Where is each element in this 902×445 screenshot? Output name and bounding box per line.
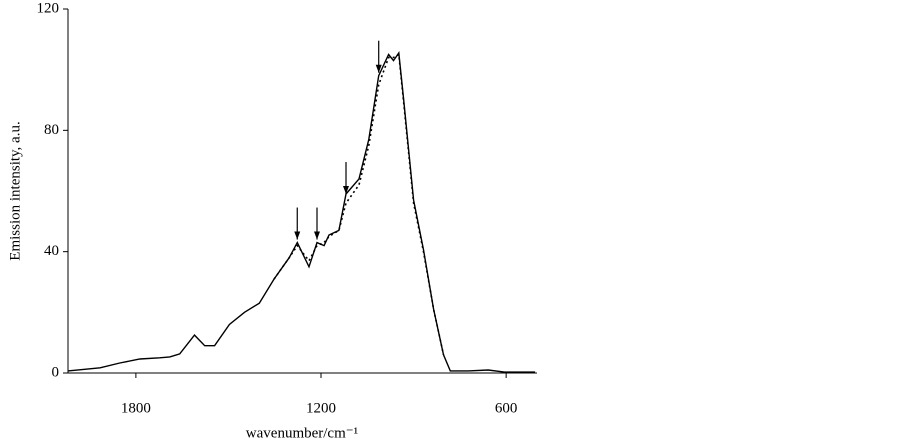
data-line [273, 53, 445, 355]
annotation-arrow [375, 40, 382, 73]
x-axis-label: wavenumber/cm⁻¹ [246, 425, 358, 441]
annotation-arrow [343, 162, 350, 195]
y-tick-label: 0 [52, 364, 60, 380]
y-tick-label: 40 [44, 243, 59, 259]
x-tick-label: 1800 [121, 400, 151, 416]
y-axis-label: Emission intensity, a.u. [7, 121, 23, 260]
y-tick-label: 120 [37, 0, 60, 16]
data-line [67, 51, 536, 373]
annotation-arrow [294, 207, 301, 240]
x-tick-label: 600 [495, 400, 518, 416]
y-tick-label: 80 [44, 122, 59, 138]
annotation-arrow [314, 207, 321, 240]
x-tick-label: 1200 [306, 400, 336, 416]
